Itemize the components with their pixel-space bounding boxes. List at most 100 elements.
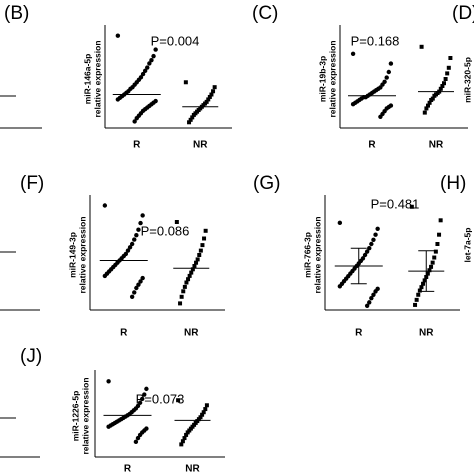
- dot: [421, 281, 426, 286]
- dot: [198, 248, 203, 253]
- dot: [181, 289, 186, 294]
- x-tick-label: NR: [185, 464, 200, 474]
- dot: [409, 204, 414, 209]
- dot: [186, 277, 191, 282]
- dot: [115, 33, 121, 38]
- dot: [448, 56, 453, 60]
- dot: [197, 253, 202, 257]
- panel-label: (D): [452, 3, 474, 24]
- dot: [145, 65, 150, 70]
- dot: [438, 86, 443, 91]
- y-axis-label: miR-1226-5p: [70, 391, 80, 442]
- dot: [424, 106, 429, 111]
- dot: [136, 282, 141, 287]
- dot: [129, 241, 135, 247]
- dot: [184, 432, 189, 437]
- dot: [443, 77, 448, 81]
- x-tick-label: R: [368, 140, 376, 151]
- y-axis-label: relative expression: [327, 40, 337, 117]
- p-value: P=0.073: [136, 391, 185, 406]
- dot: [417, 288, 422, 293]
- dot: [378, 114, 383, 120]
- dot: [373, 289, 378, 294]
- dot: [178, 301, 183, 306]
- dot: [422, 278, 427, 283]
- dot: [132, 119, 137, 124]
- dot: [419, 285, 424, 290]
- y-axis-label: miR-19b-3p: [317, 56, 327, 102]
- y-axis-label: miR-149-3p: [67, 232, 77, 278]
- dot: [446, 65, 451, 70]
- dot: [142, 392, 147, 397]
- y-axis-label: miR-320-5p: [462, 57, 472, 103]
- dot: [149, 58, 154, 63]
- dot: [140, 213, 145, 218]
- dot: [427, 268, 432, 273]
- dot: [147, 61, 152, 66]
- dot: [153, 47, 158, 52]
- dot: [182, 436, 187, 441]
- panel-label: (H): [440, 173, 466, 194]
- y-axis-label: miR-766-3p: [302, 232, 312, 278]
- dot: [135, 435, 141, 441]
- dot: [367, 300, 372, 305]
- dot: [367, 246, 372, 251]
- x-tick-label: R: [120, 328, 128, 339]
- x-tick-label: R: [355, 328, 363, 339]
- dot: [200, 243, 205, 248]
- dot: [364, 303, 370, 308]
- dot: [140, 275, 145, 281]
- panel-label: (C): [252, 3, 278, 24]
- dot: [138, 279, 143, 284]
- y-axis-label: miR-146a-5p: [82, 54, 92, 105]
- x-tick-label: NR: [184, 328, 199, 339]
- dot: [430, 260, 435, 265]
- dot: [442, 81, 446, 86]
- x-tick-label: R: [133, 140, 141, 151]
- p-value: P=0.086: [141, 223, 190, 238]
- dot: [371, 237, 376, 242]
- y-axis-label: relative expression: [312, 216, 322, 293]
- dot: [132, 290, 137, 295]
- dot: [413, 302, 418, 307]
- dot: [432, 93, 437, 98]
- dot: [115, 97, 121, 102]
- dot: [106, 379, 111, 384]
- dot: [176, 398, 181, 403]
- dot: [174, 220, 179, 224]
- dot: [206, 97, 211, 102]
- dot: [435, 242, 440, 246]
- y-axis-label: relative expression: [77, 216, 87, 293]
- dot: [179, 294, 184, 299]
- dot: [203, 228, 208, 233]
- dot: [437, 232, 442, 237]
- dot: [190, 267, 195, 272]
- dot: [419, 44, 424, 49]
- dot: [132, 237, 137, 242]
- dot: [200, 412, 205, 417]
- x-tick-label: R: [124, 464, 132, 474]
- dot: [192, 264, 197, 268]
- dot: [337, 220, 343, 226]
- dot: [201, 410, 206, 415]
- dot: [425, 271, 430, 276]
- dot: [440, 84, 445, 88]
- dot: [422, 110, 427, 115]
- dot: [187, 273, 192, 278]
- dot: [102, 203, 108, 208]
- dot: [180, 439, 185, 444]
- panel-label: (F): [20, 173, 44, 194]
- dot: [127, 245, 133, 250]
- dot: [187, 120, 192, 125]
- x-tick-label: NR: [429, 140, 444, 151]
- dot: [369, 241, 374, 247]
- y-axis-label: relative expression: [80, 377, 90, 454]
- dot: [207, 94, 212, 99]
- dot: [416, 292, 421, 297]
- dot: [204, 403, 209, 408]
- dot: [211, 89, 216, 94]
- dot: [445, 71, 450, 76]
- dot: [189, 270, 194, 275]
- dot: [386, 69, 391, 75]
- dot: [337, 284, 343, 289]
